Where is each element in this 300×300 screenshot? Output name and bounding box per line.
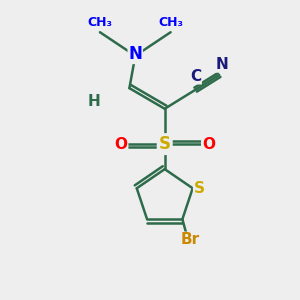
Text: C: C [190, 69, 201, 84]
Text: CH₃: CH₃ [158, 16, 183, 29]
Text: O: O [202, 136, 215, 152]
Text: O: O [115, 136, 128, 152]
Text: N: N [128, 45, 142, 63]
Text: H: H [88, 94, 100, 109]
Text: N: N [216, 57, 229, 72]
Text: S: S [194, 181, 205, 196]
Text: S: S [159, 135, 171, 153]
Text: Br: Br [180, 232, 199, 247]
Text: CH₃: CH₃ [87, 16, 112, 29]
